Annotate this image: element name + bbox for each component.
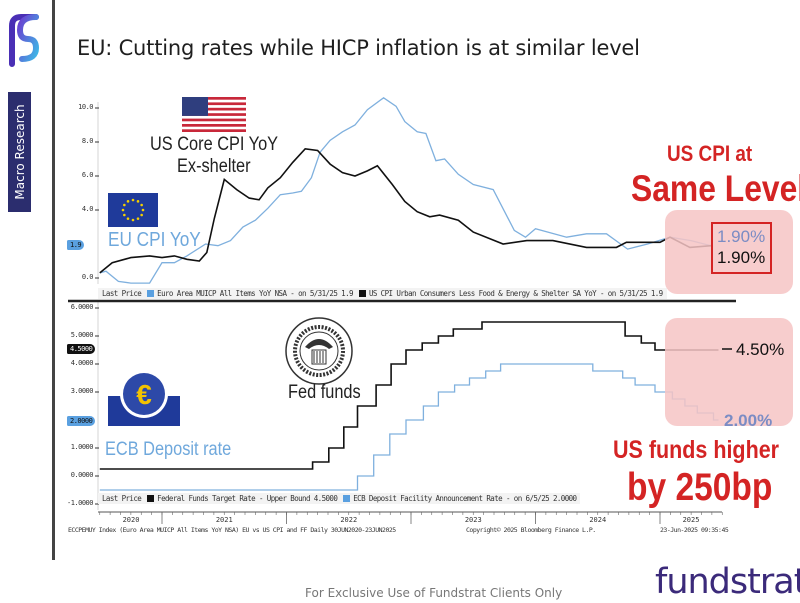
x-tick-label: 2025 <box>682 516 700 524</box>
top-y-tick-label: 10.0 <box>78 103 93 111</box>
source-timestamp: 23-Jun-2025 09:35:45 <box>660 526 729 534</box>
eu-star <box>126 200 130 203</box>
fed-funds-label: Fed funds <box>288 382 361 403</box>
eu-cpi-label: EU CPI YoY <box>108 229 201 251</box>
ecb-euro-icon: € <box>108 370 180 426</box>
legend-swatch-us <box>358 290 366 297</box>
eu-star <box>123 203 126 207</box>
top-y-tick-label: 6.0 <box>81 171 94 179</box>
eu-cpi-line <box>99 97 712 284</box>
us-flag-icon <box>182 97 246 132</box>
legend-ecb-rate: ECB Deposit Facility Announcement Rate -… <box>353 494 577 503</box>
eu-star <box>123 213 126 217</box>
bottom-y-tick-label: 3.0000 <box>70 387 94 395</box>
top-chart-lines <box>99 97 712 284</box>
cpi-values-box <box>711 222 772 274</box>
eu-star <box>121 208 125 212</box>
ecb-rate-value: 2.00% <box>724 411 773 430</box>
x-tick-label: 2024 <box>589 516 607 524</box>
x-tick-label: 2020 <box>122 516 140 524</box>
cpi-headline-line2: Same Level <box>631 168 800 209</box>
bottom-y-tick-label: -1.0000 <box>66 499 94 507</box>
bottom-legend: Last Price Federal Funds Target Rate - Up… <box>98 493 581 504</box>
legend-prefix: Last Price <box>102 289 142 298</box>
eu-star <box>140 213 143 217</box>
top-y-axis <box>95 102 99 284</box>
legend-prefix: Last Price <box>102 494 142 503</box>
side-divider <box>52 0 55 560</box>
us-core-cpi-sublabel: Ex-shelter <box>177 156 251 177</box>
legend-swatch-eu <box>147 290 155 297</box>
rates-headline-line1: US funds higher <box>613 436 780 464</box>
x-tick-label: 2021 <box>215 516 233 524</box>
fundstrat-wordmark: fundstrat <box>655 562 800 602</box>
eu-star <box>136 200 140 203</box>
us-cpi-value: 1.90% <box>717 248 766 267</box>
footer-disclaimer: For Exclusive Use of Fundstrat Clients O… <box>305 586 563 600</box>
federal-reserve-seal-icon <box>285 317 353 385</box>
eu-star <box>131 218 135 222</box>
bottom-y-tick-label: 6.0000 <box>70 303 94 311</box>
eu-star <box>136 217 140 220</box>
ecb-deposit-label: ECB Deposit rate <box>105 439 232 460</box>
eu-star <box>140 203 143 207</box>
top-y-tick-label: 8.0 <box>81 137 94 145</box>
eu-cpi-value: 1.90% <box>717 227 766 246</box>
fed-funds-line <box>99 321 719 470</box>
fed-last-value-tag: 4.5000 <box>67 344 96 354</box>
us-core-cpi-label: US Core CPI YoY <box>150 134 279 155</box>
bottom-y-axis <box>95 302 99 510</box>
ecb-last-value-tag: 2.0000 <box>67 416 96 426</box>
rates-headline-line2: by 250bp <box>627 466 773 509</box>
eu-flag-icon <box>108 193 158 227</box>
eu-star <box>131 198 135 202</box>
legend-us-cpi: US CPI Urban Consumers Less Food & Energ… <box>368 289 663 298</box>
top-legend: Last Price Euro Area MUICP All Items YoY … <box>98 288 667 299</box>
bottom-y-tick-label: 5.0000 <box>70 331 94 339</box>
x-tick-label: 2023 <box>464 516 482 524</box>
section-label: Macro Research <box>8 92 31 212</box>
svg-text:€: € <box>136 379 152 410</box>
slide-title: EU: Cutting rates while HICP inflation i… <box>77 36 640 60</box>
legend-fed-funds: Federal Funds Target Rate - Upper Bound … <box>157 494 338 503</box>
top-y-tick-label: 0.0 <box>81 273 94 281</box>
fed-funds-value: 4.50% <box>736 340 785 359</box>
bottom-y-tick-label: 1.0000 <box>70 443 94 451</box>
fundstrat-f-logo <box>9 14 40 67</box>
x-axis <box>99 512 723 524</box>
x-tick-label: 2022 <box>340 516 358 524</box>
eu-star <box>126 217 130 220</box>
legend-swatch-fed <box>147 495 155 502</box>
cpi-headline-line1: US CPI at <box>667 141 753 166</box>
us-core-cpi-line <box>99 147 712 274</box>
eu-last-value-tag: 1.9 <box>67 240 85 250</box>
source-index-line: ECCPEMUY Index (Euro Area MUICP All Item… <box>68 526 396 534</box>
source-copyright: Copyright© 2025 Bloomberg Finance L.P. <box>466 526 596 534</box>
top-y-tick-label: 4.0 <box>81 205 94 213</box>
bottom-y-tick-label: 0.0000 <box>70 471 94 479</box>
legend-eu-cpi: Euro Area MUICP All Items YoY NSA - on 5… <box>157 289 353 298</box>
eu-star <box>141 208 145 212</box>
legend-swatch-ecb <box>343 495 351 502</box>
rates-highlight-box <box>665 318 793 426</box>
bottom-y-tick-label: 4.0000 <box>70 359 94 367</box>
